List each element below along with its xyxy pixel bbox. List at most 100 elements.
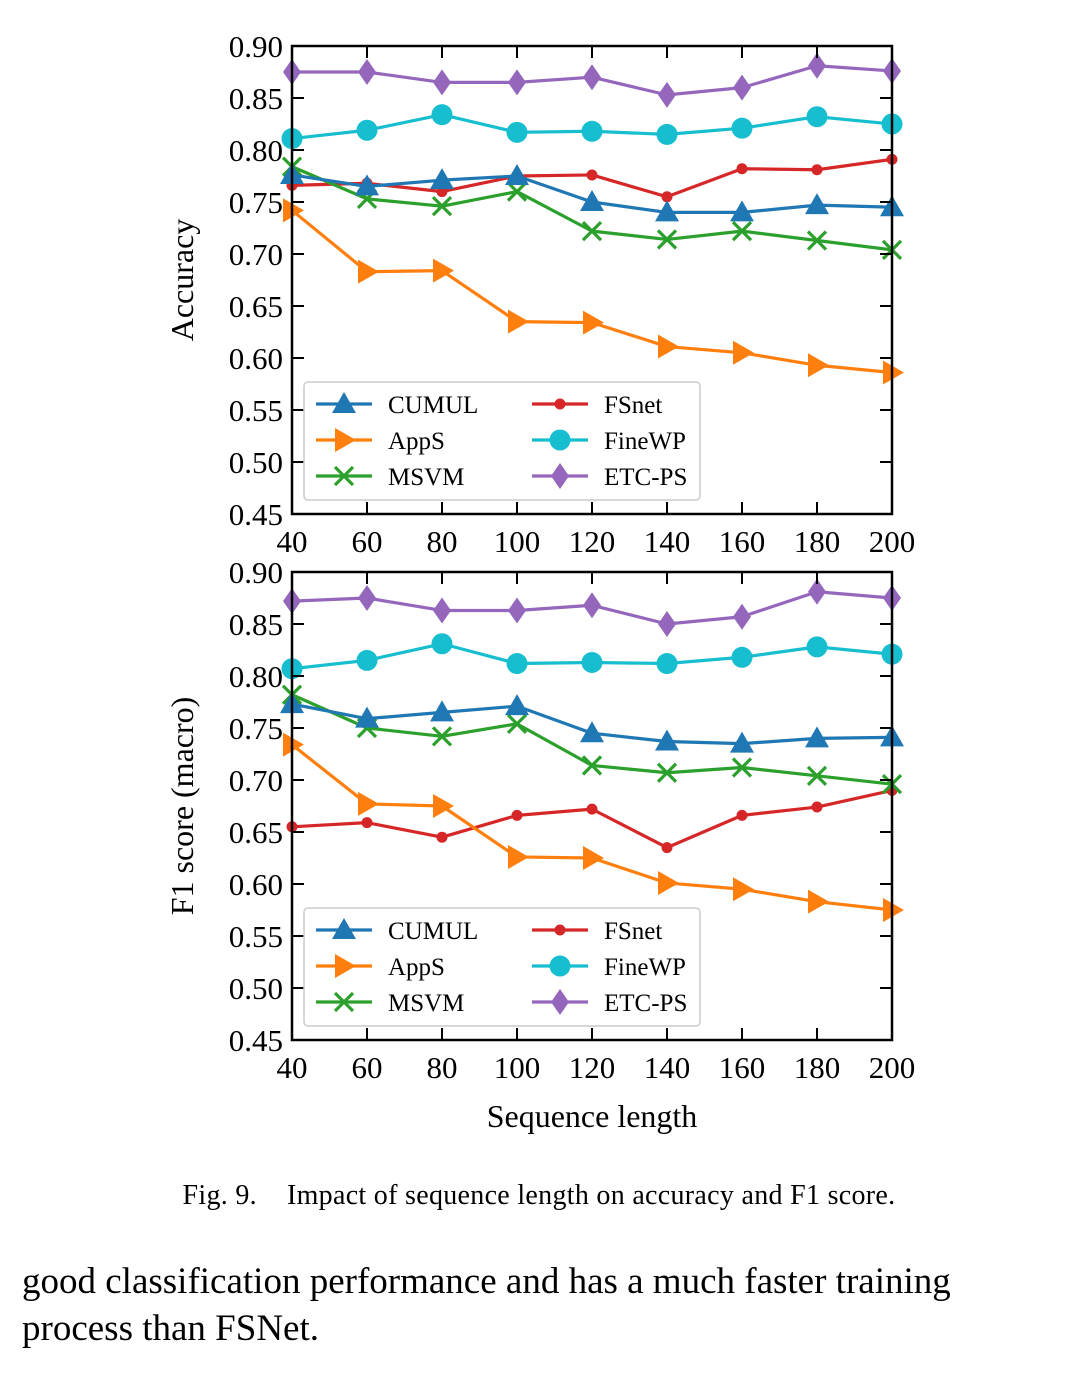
data-point-msvm — [431, 196, 453, 217]
data-point-finewp — [506, 653, 528, 675]
data-point-apps — [508, 309, 529, 334]
data-point-apps — [733, 340, 754, 365]
data-point-fsnet — [661, 191, 673, 203]
x-tick-label: 120 — [569, 1050, 616, 1085]
y-tick-label: 0.90 — [229, 555, 283, 590]
y-axis-label: Accuracy — [164, 219, 200, 342]
data-point-apps — [583, 310, 604, 335]
data-point-finewp — [506, 121, 528, 143]
x-tick-label: 40 — [277, 524, 308, 559]
legend-label: ETC-PS — [604, 464, 687, 491]
series-etc-ps — [283, 52, 901, 108]
legend-entry-apps: AppS — [316, 954, 445, 981]
legend-label: FineWP — [604, 428, 686, 455]
legend-entry-etc-ps: ETC-PS — [532, 989, 687, 1017]
legend-label: FineWP — [604, 954, 686, 981]
data-point-apps — [358, 259, 379, 284]
data-point-msvm — [731, 757, 753, 778]
y-axis-label: F1 score (macro) — [164, 697, 200, 916]
data-point-apps — [733, 877, 754, 902]
data-point-fsnet — [361, 817, 373, 829]
series-apps — [283, 198, 904, 385]
x-tick-label: 80 — [427, 524, 458, 559]
data-point-etc-ps — [358, 585, 376, 611]
data-point-msvm — [581, 755, 603, 776]
data-point-apps — [508, 844, 529, 869]
data-point-finewp — [581, 651, 603, 673]
data-point-etc-ps — [808, 578, 826, 605]
y-tick-label: 0.50 — [229, 971, 283, 1006]
data-point-apps — [808, 889, 829, 914]
data-point-cumul — [505, 694, 529, 716]
legend-marker — [333, 465, 355, 487]
y-tick-label: 0.55 — [229, 393, 283, 428]
data-point-fsnet — [736, 163, 748, 175]
legend-label: ETC-PS — [604, 990, 687, 1017]
legend-entry-fsnet: FSnet — [532, 392, 662, 419]
y-tick-label: 0.65 — [229, 289, 283, 324]
x-tick-label: 160 — [719, 1050, 766, 1085]
data-point-apps — [358, 791, 379, 816]
chart-panel-2: 0.45 0.50 0.55 0.60 0.65 0.70 0.75 0.80 0.85 0.90… — [164, 555, 915, 1134]
data-point-msvm — [506, 713, 528, 734]
legend-marker — [549, 429, 571, 451]
data-point-fsnet — [811, 801, 823, 813]
data-point-apps — [583, 846, 604, 870]
data-point-etc-ps — [358, 59, 376, 85]
legend-marker — [554, 924, 566, 936]
legend: CUMUL AppS MSVM FSnet FineWP ETC-PS — [303, 907, 701, 1027]
legend-marker — [549, 955, 571, 977]
legend-marker — [554, 398, 566, 410]
series-finewp — [281, 104, 903, 150]
data-point-msvm — [656, 229, 678, 250]
legend-box — [303, 381, 701, 501]
data-point-finewp — [356, 119, 378, 141]
legend-label: MSVM — [388, 464, 464, 491]
chart-panel-1: 0.45 0.50 0.55 0.60 0.65 0.70 0.75 0.80 0.85 0.90… — [164, 29, 915, 559]
data-point-finewp — [656, 123, 678, 145]
x-tick-label: 200 — [869, 1050, 916, 1085]
y-tick-label: 0.85 — [229, 81, 283, 116]
y-tick-label: 0.55 — [229, 919, 283, 954]
x-tick-label: 120 — [569, 524, 616, 559]
data-point-apps — [658, 870, 679, 895]
y-tick-label: 0.75 — [229, 711, 283, 746]
data-point-fsnet — [811, 164, 823, 176]
legend-label: FSnet — [604, 392, 662, 419]
y-tick-label: 0.70 — [229, 763, 283, 798]
y-tick-label: 0.60 — [229, 341, 283, 376]
data-point-cumul — [505, 164, 529, 185]
data-point-msvm — [506, 181, 528, 202]
series-etc-ps — [283, 578, 901, 637]
data-point-finewp — [731, 646, 753, 668]
series-msvm — [281, 156, 903, 260]
data-point-etc-ps — [658, 611, 676, 637]
y-tick-label: 0.80 — [229, 659, 283, 694]
data-point-cumul — [805, 193, 829, 215]
body-line-2: process than FSNet. — [22, 1308, 319, 1349]
data-point-cumul — [430, 700, 454, 722]
data-point-etc-ps — [733, 74, 751, 101]
x-tick-label: 60 — [352, 524, 383, 559]
series-fsnet — [286, 784, 898, 854]
data-point-etc-ps — [508, 597, 526, 624]
legend-entry-fsnet: FSnet — [532, 918, 662, 945]
legend-entry-finewp: FineWP — [532, 428, 686, 455]
body-line-1: good classification performance and has … — [22, 1261, 951, 1302]
y-tick-label: 0.65 — [229, 815, 283, 850]
x-tick-label: 40 — [277, 1050, 308, 1085]
legend-entry-etc-ps: ETC-PS — [532, 463, 687, 491]
data-point-finewp — [806, 106, 828, 128]
data-point-finewp — [356, 649, 378, 671]
legend-entry-cumul: CUMUL — [316, 392, 478, 419]
data-point-cumul — [730, 731, 754, 753]
data-point-etc-ps — [583, 592, 601, 619]
x-tick-label: 100 — [494, 524, 541, 559]
data-point-apps — [283, 198, 304, 223]
y-tick-label: 0.85 — [229, 607, 283, 642]
legend-entry-msvm: MSVM — [316, 990, 464, 1017]
data-point-apps — [658, 334, 679, 359]
x-axis-label: Sequence length — [487, 1098, 698, 1134]
legend-entry-cumul: CUMUL — [316, 918, 478, 945]
data-point-msvm — [431, 726, 453, 747]
